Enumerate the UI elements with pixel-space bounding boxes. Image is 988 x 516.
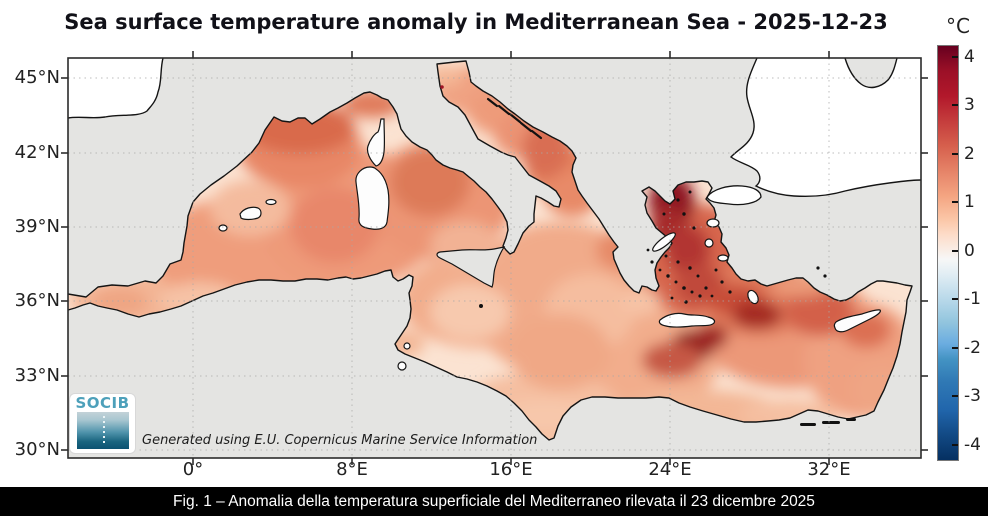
crete xyxy=(658,312,716,328)
sicily xyxy=(436,246,506,288)
lon-tick-0: 0° xyxy=(182,459,204,480)
colorbar xyxy=(937,45,959,461)
page-title: Sea surface temperature anomaly in Medit… xyxy=(64,10,888,34)
cbar-label-m2: -2 xyxy=(964,338,981,358)
lat-tick-42n: 42°N xyxy=(14,142,60,163)
kerkennah xyxy=(403,342,411,350)
croatian-islands xyxy=(486,97,543,140)
sardinia xyxy=(355,166,390,230)
chios xyxy=(704,238,714,248)
cbar-label-0: 0 xyxy=(964,241,975,261)
cyprus xyxy=(833,309,881,333)
lon-tick-8e: 8°E xyxy=(336,459,368,480)
mallorca xyxy=(239,206,262,221)
cbar-label-1: 1 xyxy=(964,192,975,212)
lat-tick-33n: 33°N xyxy=(14,365,60,386)
lat-tick-30n: 30°N xyxy=(14,439,60,460)
lon-tick-32e: 32°E xyxy=(807,459,851,480)
graticule xyxy=(68,58,921,458)
rhodes xyxy=(747,289,759,305)
attribution-text: Generated using E.U. Copernicus Marine S… xyxy=(142,433,538,448)
djerba xyxy=(397,361,407,371)
atlantic-no-data-region xyxy=(67,57,164,119)
lat-tick-39n: 39°N xyxy=(14,216,60,237)
axis-ticks xyxy=(61,51,928,465)
plot-border xyxy=(67,57,922,459)
menorca xyxy=(265,198,277,206)
cbar-label-m3: -3 xyxy=(964,386,981,406)
samos xyxy=(717,254,729,262)
lat-tick-45n: 45°N xyxy=(14,67,60,88)
mediterranean-map xyxy=(61,51,928,465)
socib-logo: SOCIB xyxy=(69,393,136,454)
cbar-label-m4: -4 xyxy=(964,435,981,455)
lat-tick-36n: 36°N xyxy=(14,290,60,311)
sea-of-marmara xyxy=(706,185,762,206)
island-specks xyxy=(440,85,856,426)
figure-caption: Fig. 1 – Anomalia della temperatura supe… xyxy=(173,493,815,510)
cbar-label-m1: -1 xyxy=(964,289,981,309)
cbar-label-3: 3 xyxy=(964,95,975,115)
crimea-peninsula xyxy=(845,58,897,88)
black-sea-no-data-region xyxy=(729,57,922,198)
ibiza xyxy=(218,224,228,232)
cbar-label-4: 4 xyxy=(964,47,975,67)
colorbar-unit-label: °C xyxy=(946,14,970,38)
socib-logo-graphic xyxy=(76,412,129,449)
lon-tick-16e: 16°E xyxy=(489,459,533,480)
lon-tick-24e: 24°E xyxy=(648,459,692,480)
euboea xyxy=(652,232,676,252)
cbar-label-2: 2 xyxy=(964,144,975,164)
corsica xyxy=(366,118,386,167)
socib-logo-mooring-icon xyxy=(102,416,105,445)
caption-bar: Fig. 1 – Anomalia della temperatura supe… xyxy=(0,487,988,516)
lesbos xyxy=(706,218,720,228)
socib-logo-text: SOCIB xyxy=(75,394,130,412)
